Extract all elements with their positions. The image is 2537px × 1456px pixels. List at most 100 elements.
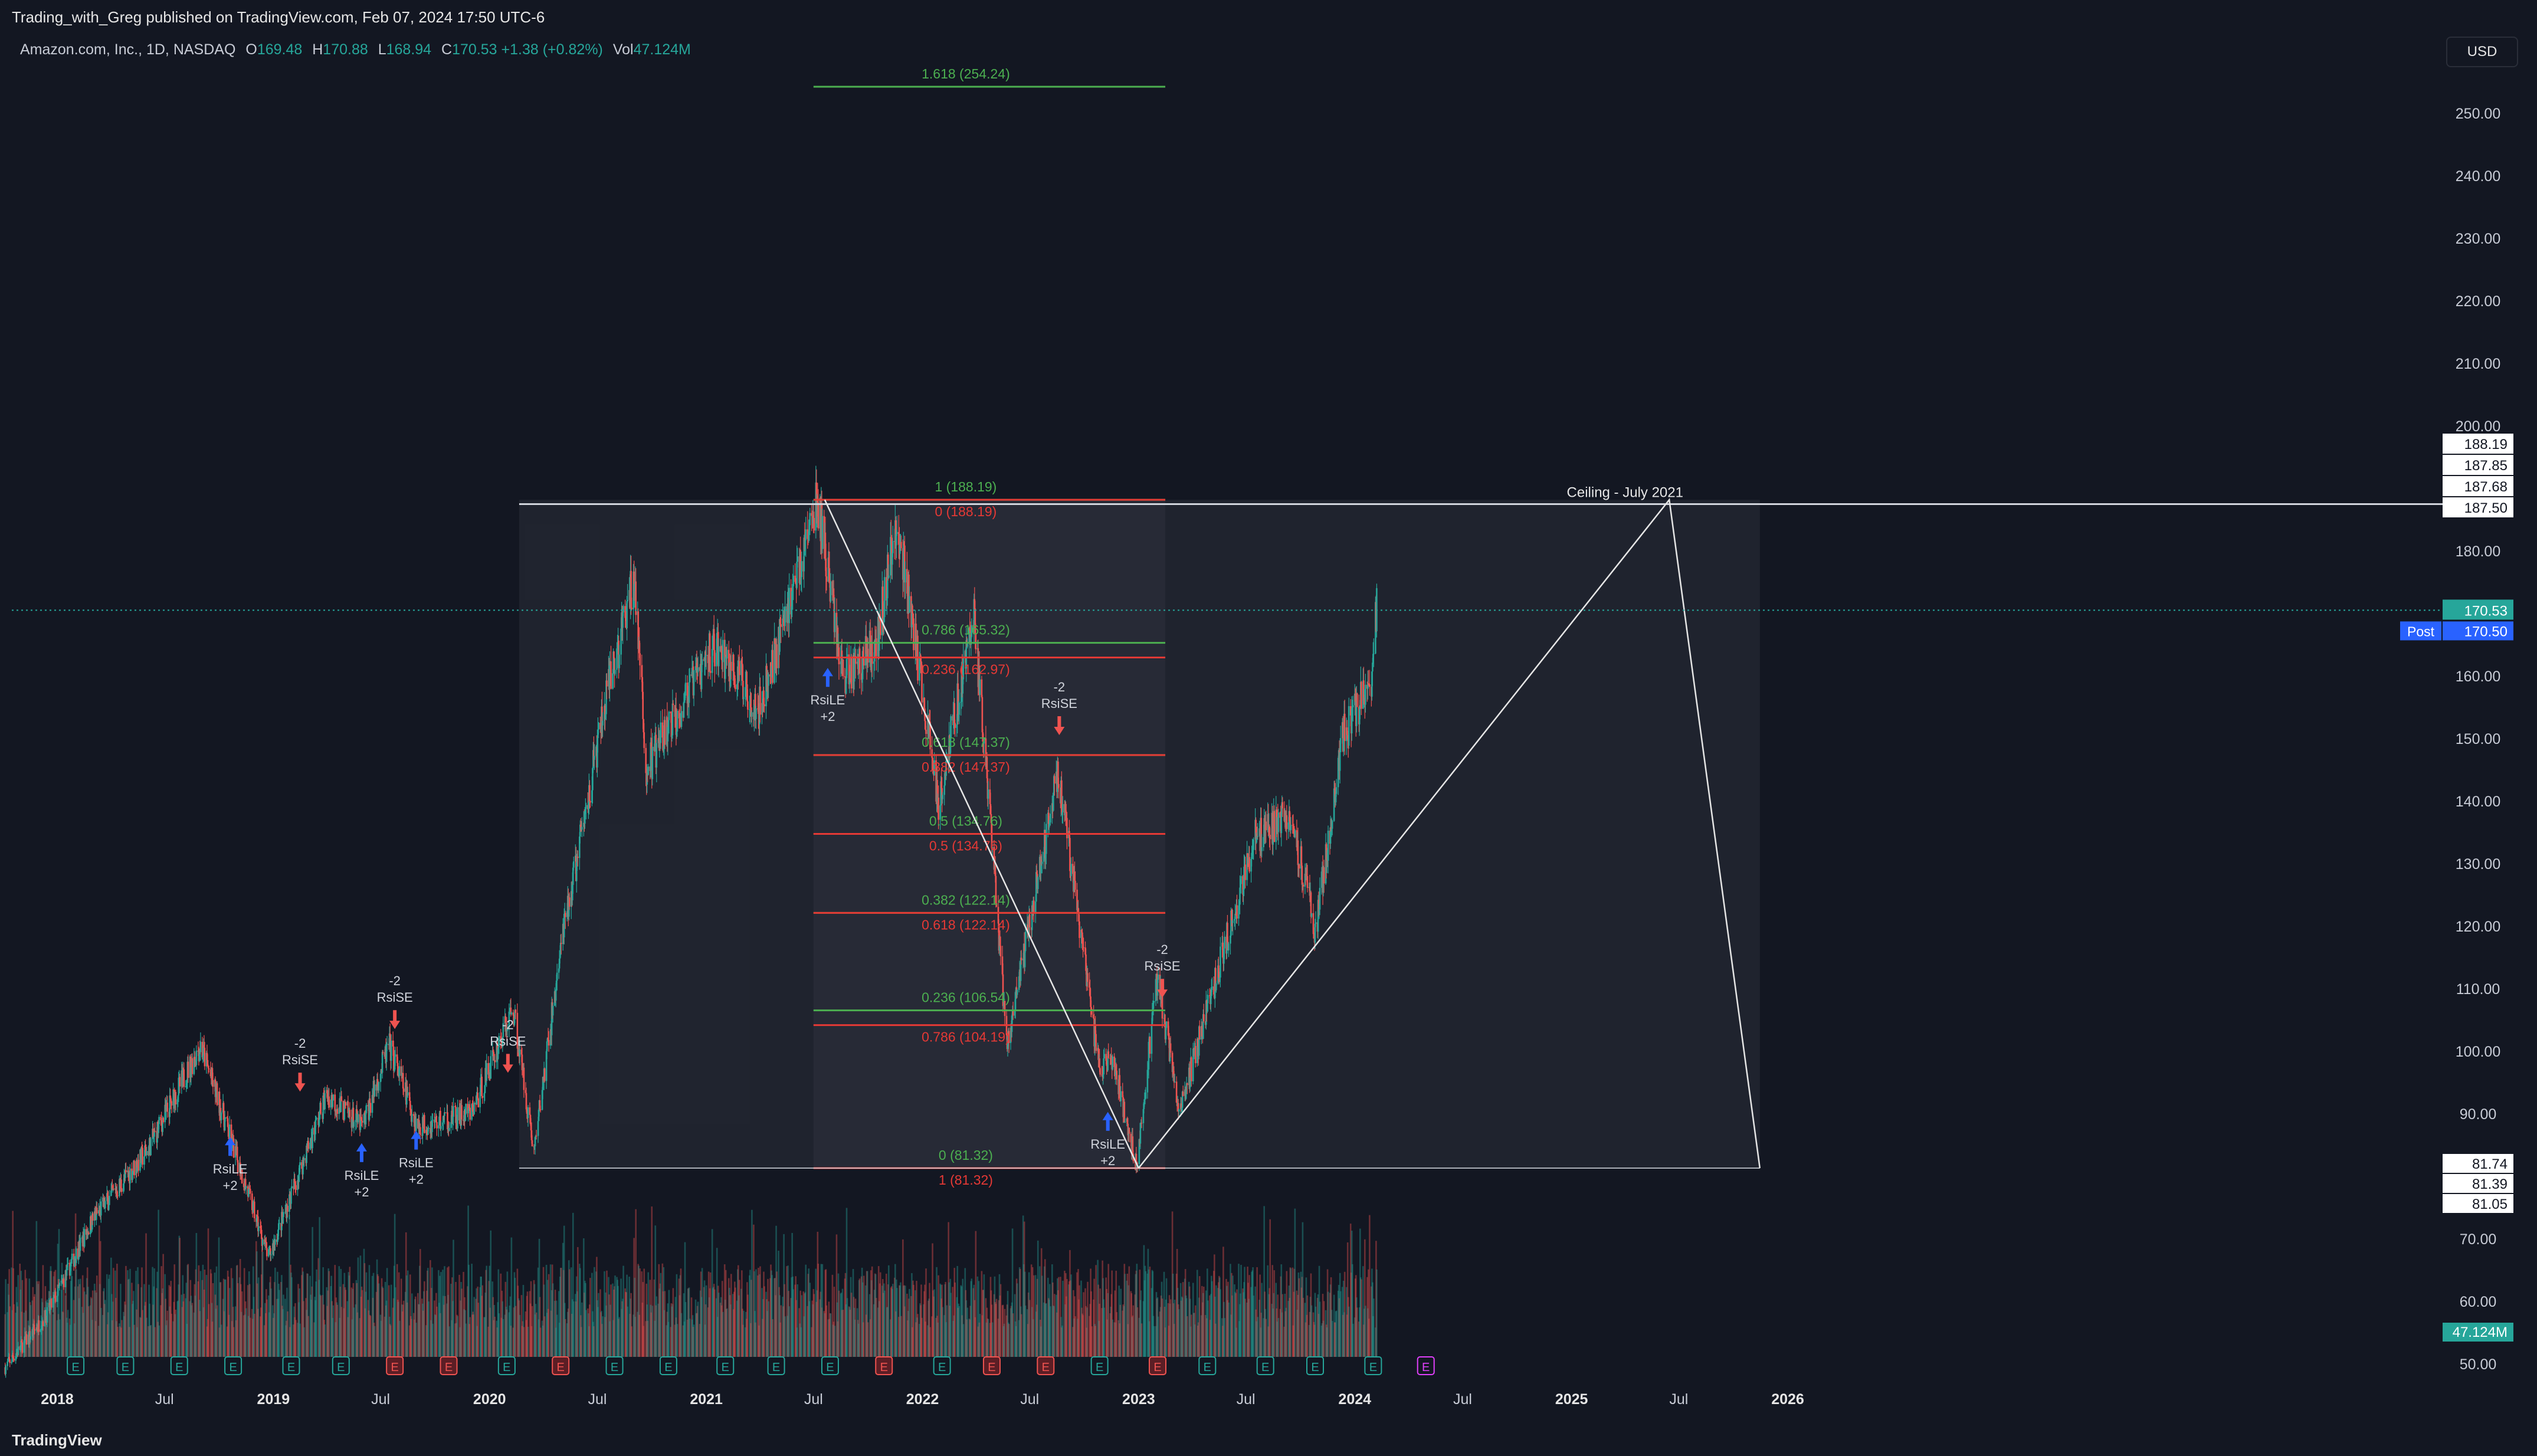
candle-body: [440, 1110, 441, 1129]
volume-bar: [823, 1311, 825, 1357]
candle-body: [1182, 1091, 1184, 1096]
candle-body: [480, 1077, 481, 1093]
volume-bar: [52, 1314, 54, 1357]
candle-body: [379, 1074, 382, 1083]
volume-bar: [349, 1267, 351, 1357]
candle-body: [747, 701, 749, 710]
candle-body: [827, 558, 830, 582]
volume-bar: [1343, 1312, 1345, 1357]
volume-bar: [1072, 1327, 1074, 1357]
candle-body: [560, 943, 562, 945]
volume-bar: [294, 1317, 296, 1357]
candle-body: [1304, 873, 1306, 887]
candle-body: [776, 644, 778, 668]
volume-bar: [553, 1301, 556, 1357]
candle-body: [252, 1202, 254, 1212]
volume-bar: [804, 1292, 807, 1357]
candle-body: [220, 1112, 222, 1120]
volume-bar: [994, 1276, 996, 1357]
candle-body: [222, 1103, 225, 1120]
volume-bar: [1003, 1323, 1005, 1357]
volume-bar: [568, 1269, 571, 1357]
candle-body: [999, 938, 1001, 946]
volume-bar: [589, 1304, 591, 1357]
currency-button[interactable]: USD: [2446, 37, 2518, 67]
volume-bar: [401, 1311, 404, 1357]
volume-bar: [168, 1285, 171, 1357]
volume-bar: [762, 1319, 763, 1357]
volume-bar: [467, 1205, 469, 1357]
volume-bar: [1372, 1316, 1374, 1357]
volume-bar: [442, 1270, 444, 1357]
volume-bar: [1219, 1277, 1221, 1357]
candle-body: [552, 1005, 554, 1016]
volume-bar: [663, 1310, 666, 1357]
volume-bar: [1286, 1271, 1288, 1357]
volume-bar: [609, 1304, 611, 1357]
candle-body: [1097, 1048, 1099, 1060]
volume-bar: [1333, 1322, 1336, 1357]
volume-bar: [215, 1266, 218, 1357]
volume-bar: [1087, 1281, 1089, 1357]
volume-bar: [834, 1326, 836, 1357]
volume-bar: [1310, 1273, 1312, 1357]
volume-bar: [1040, 1326, 1042, 1357]
symbol-name[interactable]: Amazon.com, Inc., 1D, NASDAQ: [20, 41, 236, 58]
low-label: L: [378, 41, 386, 58]
candle-body: [547, 1037, 549, 1040]
candle-body: [620, 628, 622, 655]
volume-bar: [567, 1309, 569, 1357]
volume-bar: [1269, 1219, 1271, 1357]
candle-body: [1302, 884, 1304, 887]
volume-bar: [724, 1300, 726, 1357]
candle-body: [541, 1090, 543, 1110]
candle-body: [1372, 654, 1374, 663]
volume-bar: [1093, 1278, 1095, 1357]
volume-bar: [1169, 1303, 1171, 1357]
candle-body: [447, 1112, 448, 1130]
candle-body: [1031, 905, 1033, 930]
candle-body: [38, 1320, 40, 1332]
candle-body: [120, 1179, 122, 1189]
volume-bar: [758, 1325, 760, 1357]
volume-bar: [96, 1275, 98, 1357]
volume-bar: [670, 1303, 673, 1357]
volume-bar: [297, 1323, 299, 1357]
candle-body: [1004, 1001, 1006, 1016]
candle-body: [697, 667, 699, 673]
volume-bar: [248, 1271, 250, 1357]
volume-bar: [950, 1293, 952, 1357]
volume-bar: [496, 1327, 499, 1357]
candle-body: [332, 1094, 335, 1101]
candle-body: [1253, 839, 1254, 850]
volume-bar: [139, 1317, 141, 1357]
candle-body: [1161, 992, 1163, 1019]
candle-body: [514, 1009, 516, 1018]
volume-bar: [1152, 1316, 1155, 1357]
volume-bar: [156, 1288, 158, 1357]
volume-bar: [969, 1319, 971, 1357]
volume-bar: [845, 1304, 847, 1357]
volume-bar: [707, 1271, 710, 1357]
candle-body: [389, 1033, 391, 1037]
volume-bar: [1296, 1309, 1299, 1357]
volume-bar: [995, 1304, 997, 1357]
volume-bar: [436, 1306, 438, 1357]
candle-body: [940, 781, 942, 806]
volume-bar: [592, 1311, 594, 1357]
candle-body: [1335, 793, 1337, 803]
volume-bar: [1210, 1320, 1211, 1357]
candle-body: [1289, 811, 1291, 822]
volume-bar: [1358, 1307, 1361, 1357]
volume-bar: [925, 1321, 926, 1357]
volume-bar: [651, 1306, 654, 1357]
candle-body: [166, 1103, 169, 1112]
candle-body: [1020, 957, 1022, 981]
volume-bar: [937, 1322, 939, 1357]
volume-bar: [766, 1299, 768, 1357]
volume-bar: [674, 1324, 676, 1357]
candle-body: [616, 648, 618, 670]
volume-bar: [594, 1267, 595, 1357]
volume-bar: [894, 1277, 896, 1357]
